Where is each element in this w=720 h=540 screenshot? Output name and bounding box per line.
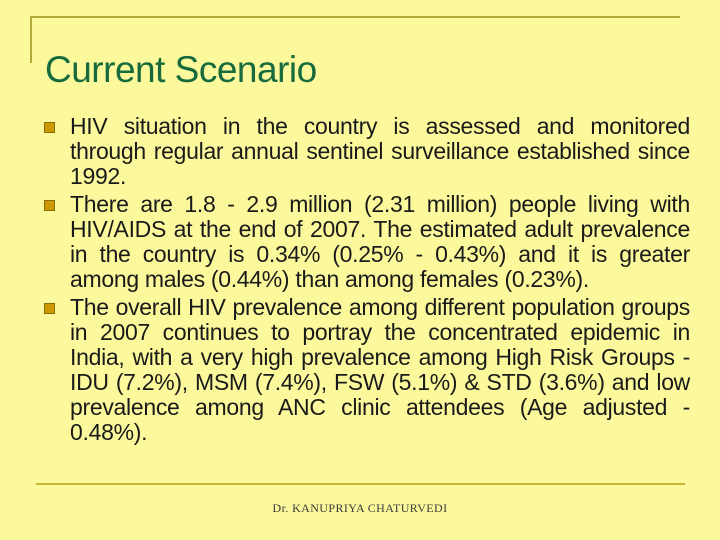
title-rule-vertical (30, 16, 32, 63)
bullet-text: The overall HIV prevalence among differe… (70, 294, 690, 445)
bullet-list: HIV situation in the country is assessed… (44, 114, 692, 448)
square-bullet-icon (44, 200, 55, 211)
footer-rule (36, 483, 685, 485)
footer-credit: Dr. KANUPRIYA CHATURVEDI (272, 501, 448, 515)
square-bullet-icon (44, 122, 55, 133)
square-bullet-icon (44, 303, 55, 314)
bullet-item: HIV situation in the country is assessed… (44, 114, 692, 189)
slide-title: Current Scenario (45, 48, 317, 90)
title-rule-horizontal (31, 16, 680, 18)
bullet-item: There are 1.8 - 2.9 million (2.31 millio… (44, 192, 692, 292)
bullet-text: HIV situation in the country is assessed… (70, 113, 690, 189)
bullet-text: There are 1.8 - 2.9 million (2.31 millio… (70, 191, 690, 292)
bullet-item: The overall HIV prevalence among differe… (44, 295, 692, 445)
